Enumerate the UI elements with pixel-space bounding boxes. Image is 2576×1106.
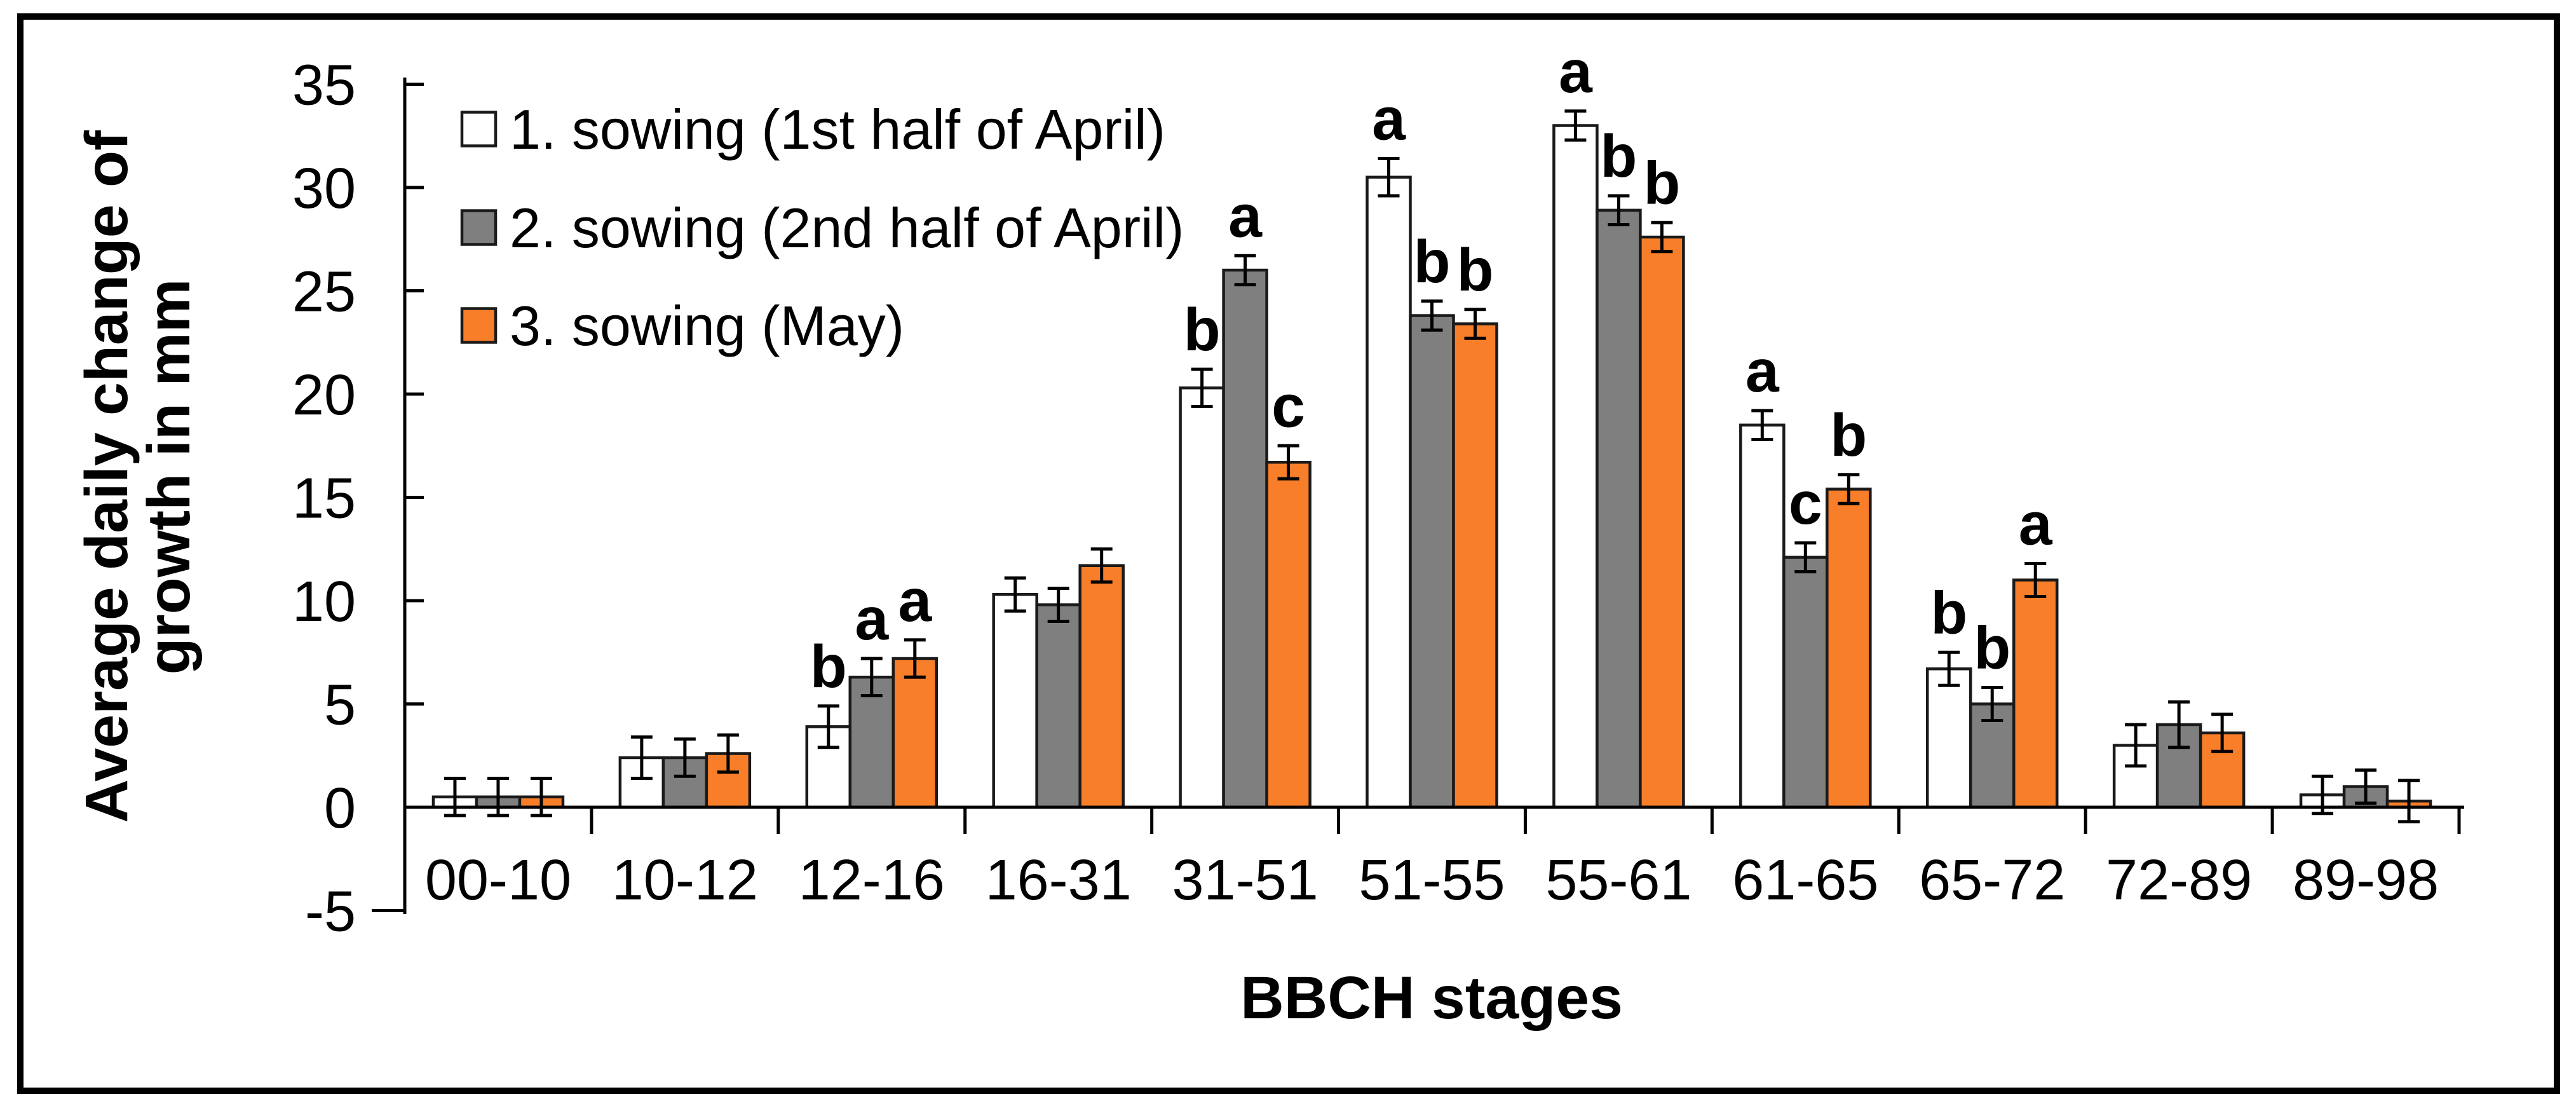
sig-letter: c	[1789, 470, 1822, 537]
sig-letter: a	[1372, 86, 1406, 153]
sig-letter: a	[1228, 182, 1263, 250]
y-tick-label: 35	[292, 54, 356, 118]
legend-label-series3: 3. sowing (May)	[510, 294, 904, 357]
legend-swatch-series3	[460, 307, 498, 344]
figure-frame	[17, 13, 2560, 1094]
legend-label-series1: 1. sowing (1st half of April)	[510, 98, 1165, 161]
bar-series3-12-16	[891, 657, 939, 809]
bar-series3-51-55	[1452, 322, 1498, 809]
bar-series2-31-51	[1222, 268, 1268, 809]
x-category-label: 16-31	[986, 849, 1132, 912]
bar-series2-12-16	[848, 676, 895, 809]
bar-series1-61-65	[1739, 423, 1786, 809]
y-tick-label: 0	[324, 777, 356, 840]
plot-area: -5 0 5 10 15 20 25 30 35 00-10 10-12 12-16 16-31 31-5…	[292, 38, 2464, 944]
legend-swatch-series1	[460, 111, 498, 147]
bar-series1-65-72	[1925, 667, 1972, 809]
sig-letter: a	[898, 567, 932, 634]
bar-series1-55-61	[1552, 124, 1599, 809]
sig-letter: a	[1746, 338, 1780, 405]
x-category-label: 72-89	[2106, 849, 2252, 912]
bar-series2-51-55	[1409, 314, 1455, 809]
bar-series1-16-31	[992, 593, 1038, 809]
x-category-label: 12-16	[799, 849, 945, 912]
x-category-label: 89-98	[2293, 849, 2439, 912]
bar-series3-16-31	[1078, 564, 1125, 809]
sig-letter: c	[1271, 372, 1305, 440]
legend-label-series2: 2. sowing (2nd half of April)	[510, 196, 1184, 259]
x-category-label: 10-12	[612, 849, 758, 912]
bar-series3-61-65	[1826, 488, 1872, 809]
sig-letter: b	[810, 633, 847, 700]
bar-series2-61-65	[1782, 556, 1829, 809]
y-tick-label: 5	[324, 674, 356, 737]
x-category-label: 51-55	[1359, 849, 1505, 912]
y-axis-title-line2: growth in mm	[135, 279, 203, 675]
legend-swatch-series2	[460, 209, 498, 246]
y-tick-label: 30	[292, 157, 356, 221]
sig-letter: b	[1643, 149, 1680, 217]
bar-series2-55-61	[1596, 208, 1642, 809]
sig-letter: b	[1184, 296, 1221, 364]
bar-series3-65-72	[2012, 578, 2059, 809]
y-tick-label: 15	[292, 467, 356, 531]
x-category-label: 65-72	[1919, 849, 2065, 912]
y-tick-label: 25	[292, 261, 356, 324]
y-tick-label: 10	[292, 570, 356, 634]
sig-letter: b	[1413, 228, 1450, 296]
sig-letter: b	[1930, 579, 1967, 646]
sig-letter: a	[855, 585, 889, 653]
sig-letter: b	[1600, 123, 1637, 190]
sig-letter: b	[1830, 402, 1867, 469]
x-category-label: 31-51	[1172, 849, 1318, 912]
bar-series1-51-55	[1366, 175, 1412, 809]
x-axis-title: BBCH stages	[1240, 964, 1623, 1032]
x-category-label: 00-10	[425, 849, 571, 912]
bar-series3-55-61	[1639, 235, 1685, 809]
bar-series3-31-51	[1265, 461, 1312, 809]
x-category-label: 61-65	[1732, 849, 1878, 912]
bar-series2-16-31	[1035, 603, 1081, 809]
y-tick-label: 20	[292, 364, 356, 427]
sig-letter: b	[1974, 615, 2010, 682]
y-tick-label: -5	[305, 880, 356, 944]
sig-letter: b	[1456, 236, 1493, 304]
x-category-label: 55-61	[1545, 849, 1691, 912]
sig-letter: a	[1559, 38, 1593, 106]
sig-letter: a	[2019, 491, 2053, 558]
y-axis-title-line1: Average daily change of	[73, 130, 140, 823]
bar-series1-31-51	[1179, 386, 1225, 809]
